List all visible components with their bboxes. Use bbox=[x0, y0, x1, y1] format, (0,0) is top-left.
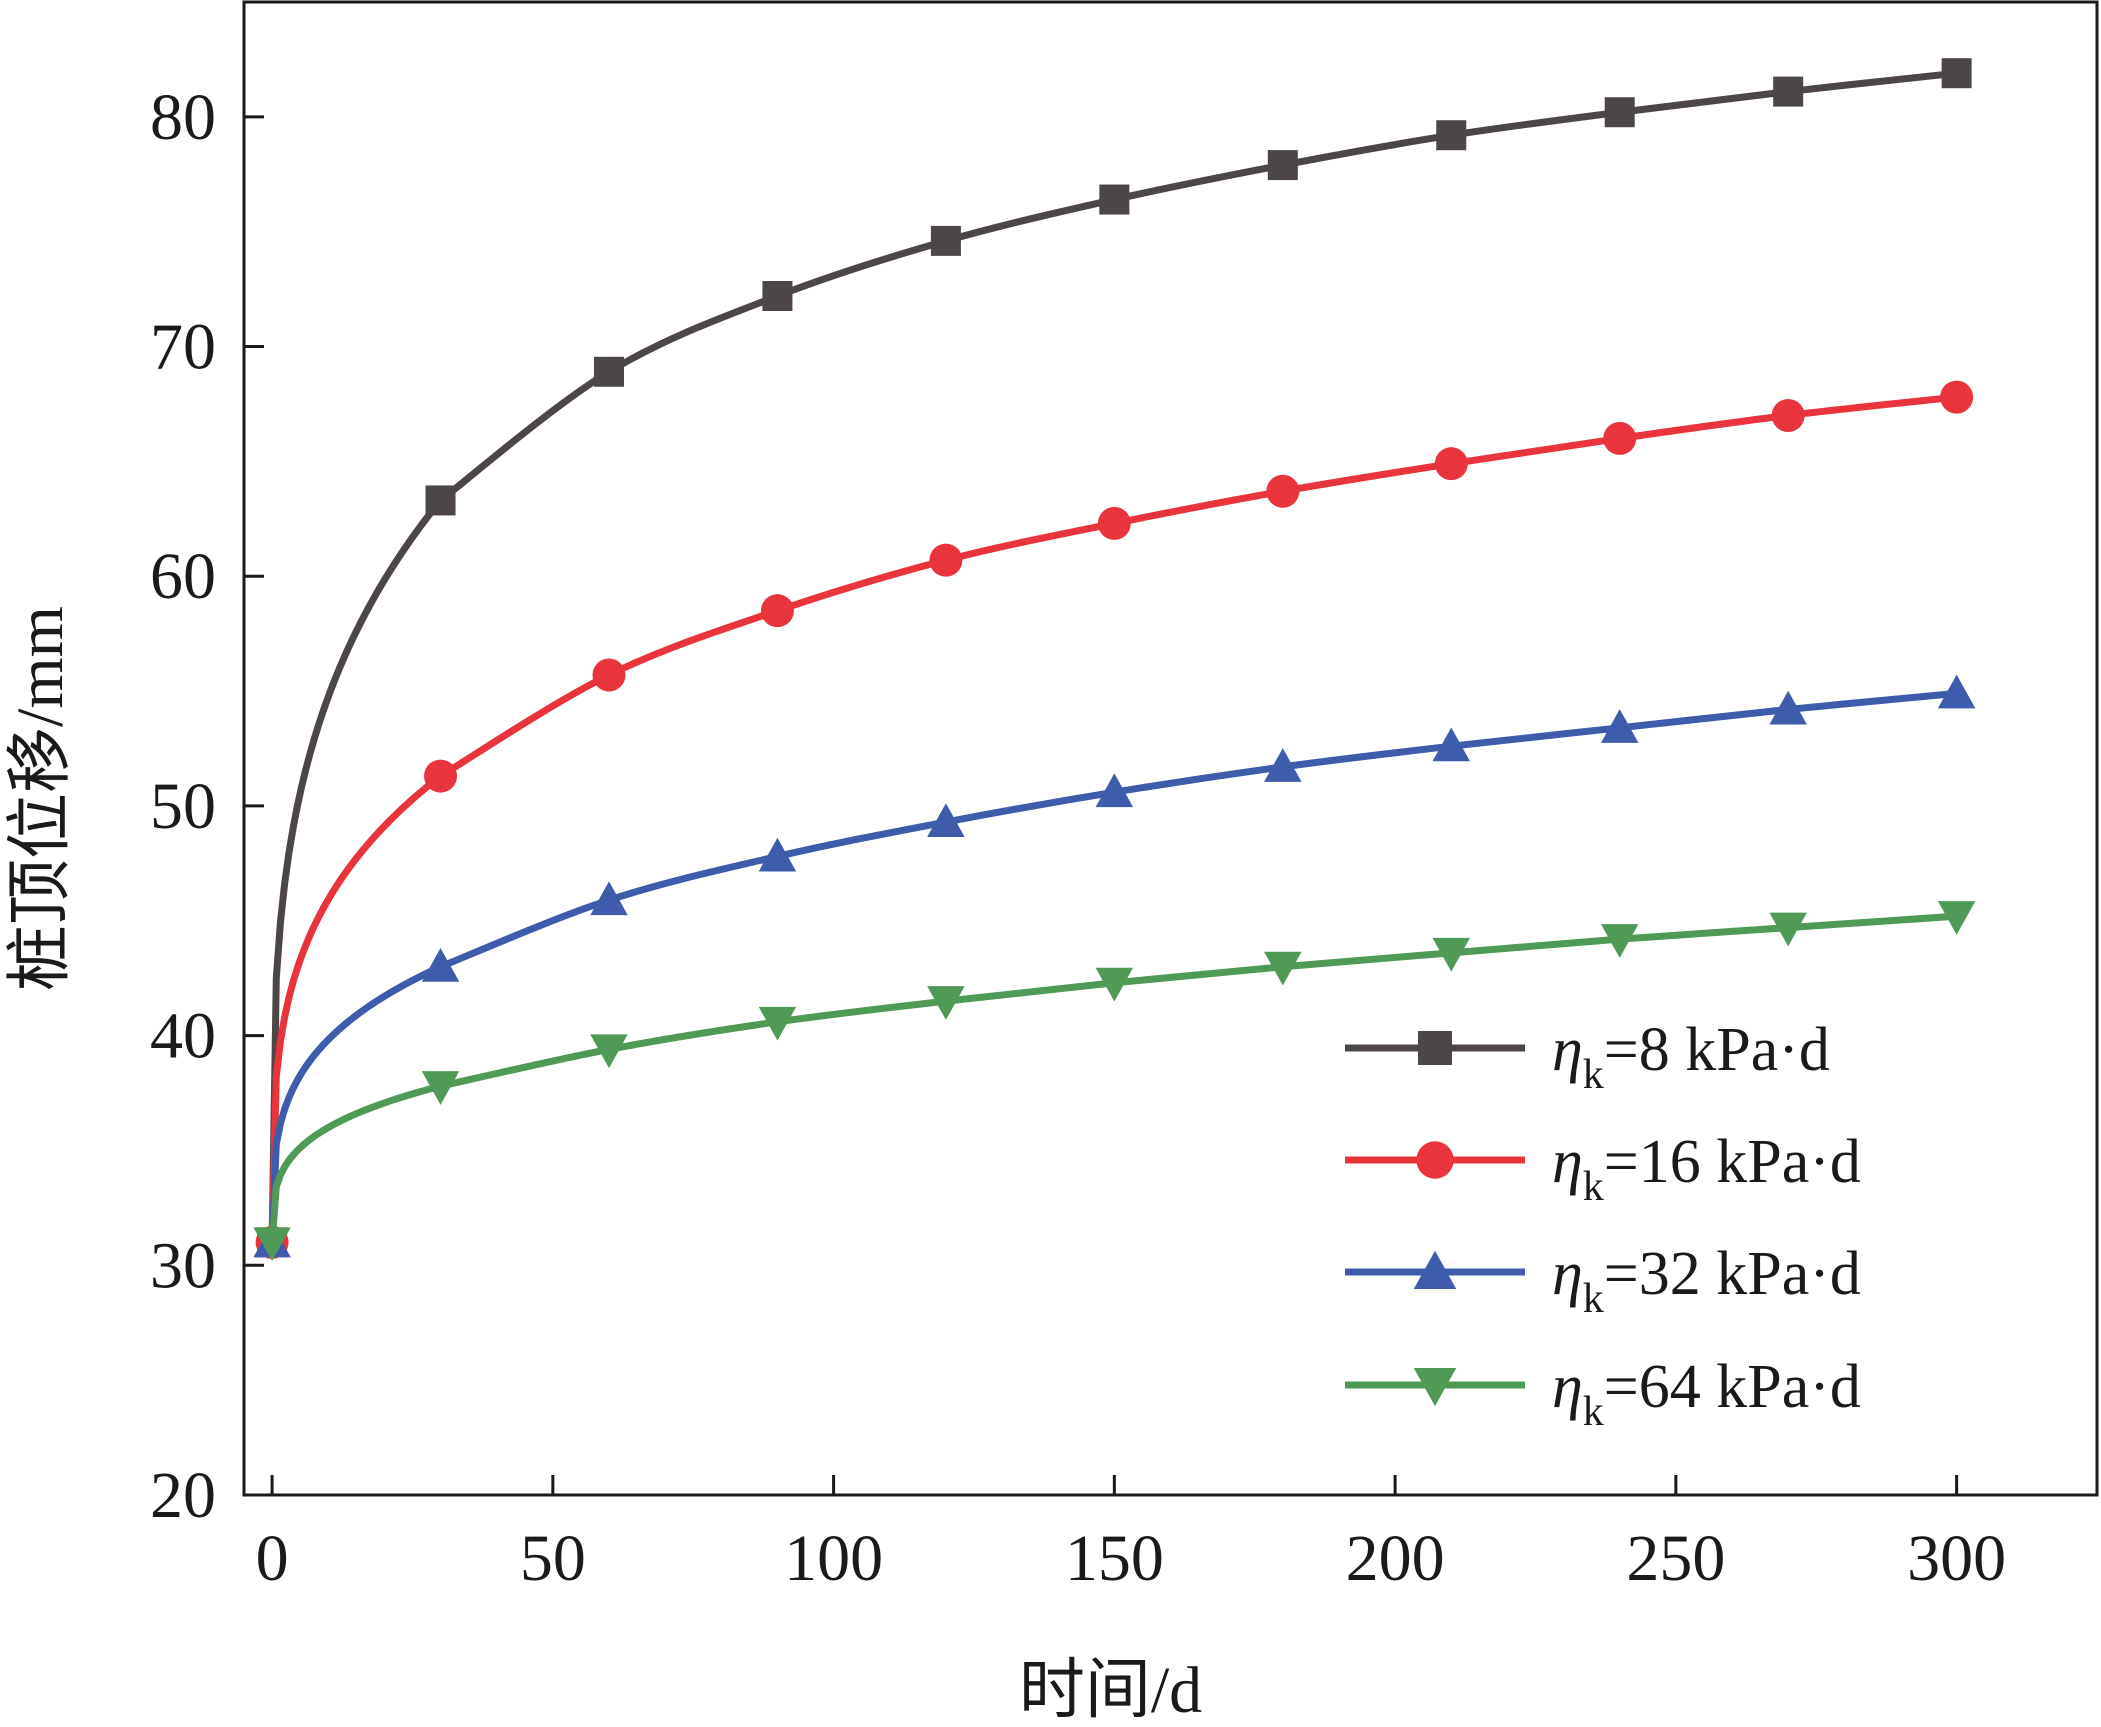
data-point bbox=[1600, 709, 1639, 743]
data-point bbox=[421, 1071, 460, 1105]
data-point bbox=[593, 356, 624, 387]
data-point bbox=[930, 225, 961, 256]
data-point bbox=[1267, 150, 1298, 181]
data-point bbox=[1940, 380, 1974, 414]
data-point bbox=[1432, 727, 1471, 762]
legend-label: ηk=32 kPa·d bbox=[1552, 1240, 1861, 1322]
data-point bbox=[590, 881, 628, 916]
series-layer bbox=[253, 58, 1976, 1262]
legend-marker bbox=[1413, 1368, 1457, 1407]
legend-item: ηk=64 kPa·d bbox=[1345, 1353, 1861, 1435]
y-tick-label: 80 bbox=[150, 81, 216, 154]
x-tick-label: 50 bbox=[520, 1522, 586, 1595]
legend-marker bbox=[1416, 1141, 1454, 1179]
y-axis-title: 桩顶位移/mm bbox=[4, 606, 77, 991]
y-tick-label: 20 bbox=[150, 1459, 216, 1532]
data-point bbox=[1095, 967, 1134, 1002]
data-point bbox=[1097, 506, 1131, 540]
x-tick-label: 0 bbox=[256, 1522, 289, 1595]
data-point bbox=[1264, 951, 1302, 986]
data-point bbox=[1432, 937, 1471, 972]
plot-frame bbox=[242, 0, 2099, 1497]
plot-area bbox=[242, 0, 2099, 1497]
data-point bbox=[421, 947, 460, 982]
x-axis-title: 时间/d bbox=[1019, 1654, 1202, 1727]
data-point bbox=[1771, 398, 1805, 432]
series-2 bbox=[253, 674, 1976, 1258]
data-point bbox=[927, 986, 965, 1020]
x-tick-label: 100 bbox=[784, 1522, 883, 1595]
data-point bbox=[758, 837, 797, 872]
data-point bbox=[1266, 474, 1300, 508]
x-tick-label: 150 bbox=[1065, 1522, 1164, 1595]
x-tick-label: 250 bbox=[1626, 1522, 1725, 1595]
legend-label: ηk=8 kPa·d bbox=[1552, 1016, 1830, 1098]
data-point bbox=[592, 658, 626, 692]
data-point bbox=[1941, 58, 1972, 89]
data-point bbox=[1603, 421, 1637, 455]
data-point bbox=[758, 1006, 797, 1041]
y-axis-ticks: 20 30 40 50 60 70 80 bbox=[150, 81, 264, 1532]
data-point bbox=[1434, 447, 1468, 481]
data-point bbox=[1773, 76, 1804, 107]
legend-item: ηk=32 kPa·d bbox=[1345, 1240, 1861, 1322]
legend: ηk=8 kPa·d ηk=16 kPa·d ηk=32 kPa·d ηk=64 kP… bbox=[1345, 1016, 1861, 1435]
x-tick-label: 200 bbox=[1346, 1522, 1445, 1595]
series-3 bbox=[253, 901, 1976, 1262]
data-point bbox=[1436, 120, 1467, 151]
data-point bbox=[424, 759, 458, 793]
y-tick-label: 40 bbox=[150, 1000, 216, 1073]
data-point bbox=[760, 594, 794, 628]
data-point bbox=[1099, 184, 1130, 215]
legend-marker bbox=[1418, 1031, 1452, 1065]
data-point bbox=[927, 803, 965, 838]
data-point bbox=[425, 485, 456, 516]
legend-item: ηk=16 kPa·d bbox=[1345, 1128, 1861, 1210]
data-point bbox=[1937, 901, 1976, 935]
data-point bbox=[762, 281, 793, 312]
legend-label: ηk=16 kPa·d bbox=[1552, 1128, 1861, 1210]
data-point bbox=[1264, 748, 1302, 782]
data-point bbox=[590, 1034, 628, 1069]
data-point bbox=[253, 1227, 291, 1262]
data-point bbox=[1095, 773, 1134, 808]
data-point bbox=[929, 543, 963, 577]
data-point bbox=[1769, 690, 1807, 725]
y-tick-label: 30 bbox=[150, 1229, 216, 1302]
data-point bbox=[1769, 912, 1807, 947]
data-point bbox=[1604, 97, 1635, 128]
y-tick-label: 60 bbox=[150, 540, 216, 613]
legend-marker bbox=[1413, 1250, 1457, 1289]
y-tick-label: 70 bbox=[150, 311, 216, 384]
data-point bbox=[1600, 924, 1639, 958]
legend-item: ηk=8 kPa·d bbox=[1345, 1016, 1830, 1098]
legend-label: ηk=64 kPa·d bbox=[1552, 1353, 1861, 1435]
x-axis-ticks: 0 50 100 150 200 250 300 bbox=[256, 1475, 2006, 1595]
y-tick-label: 50 bbox=[150, 770, 216, 843]
x-tick-label: 300 bbox=[1907, 1522, 2006, 1595]
data-point bbox=[1937, 674, 1976, 709]
